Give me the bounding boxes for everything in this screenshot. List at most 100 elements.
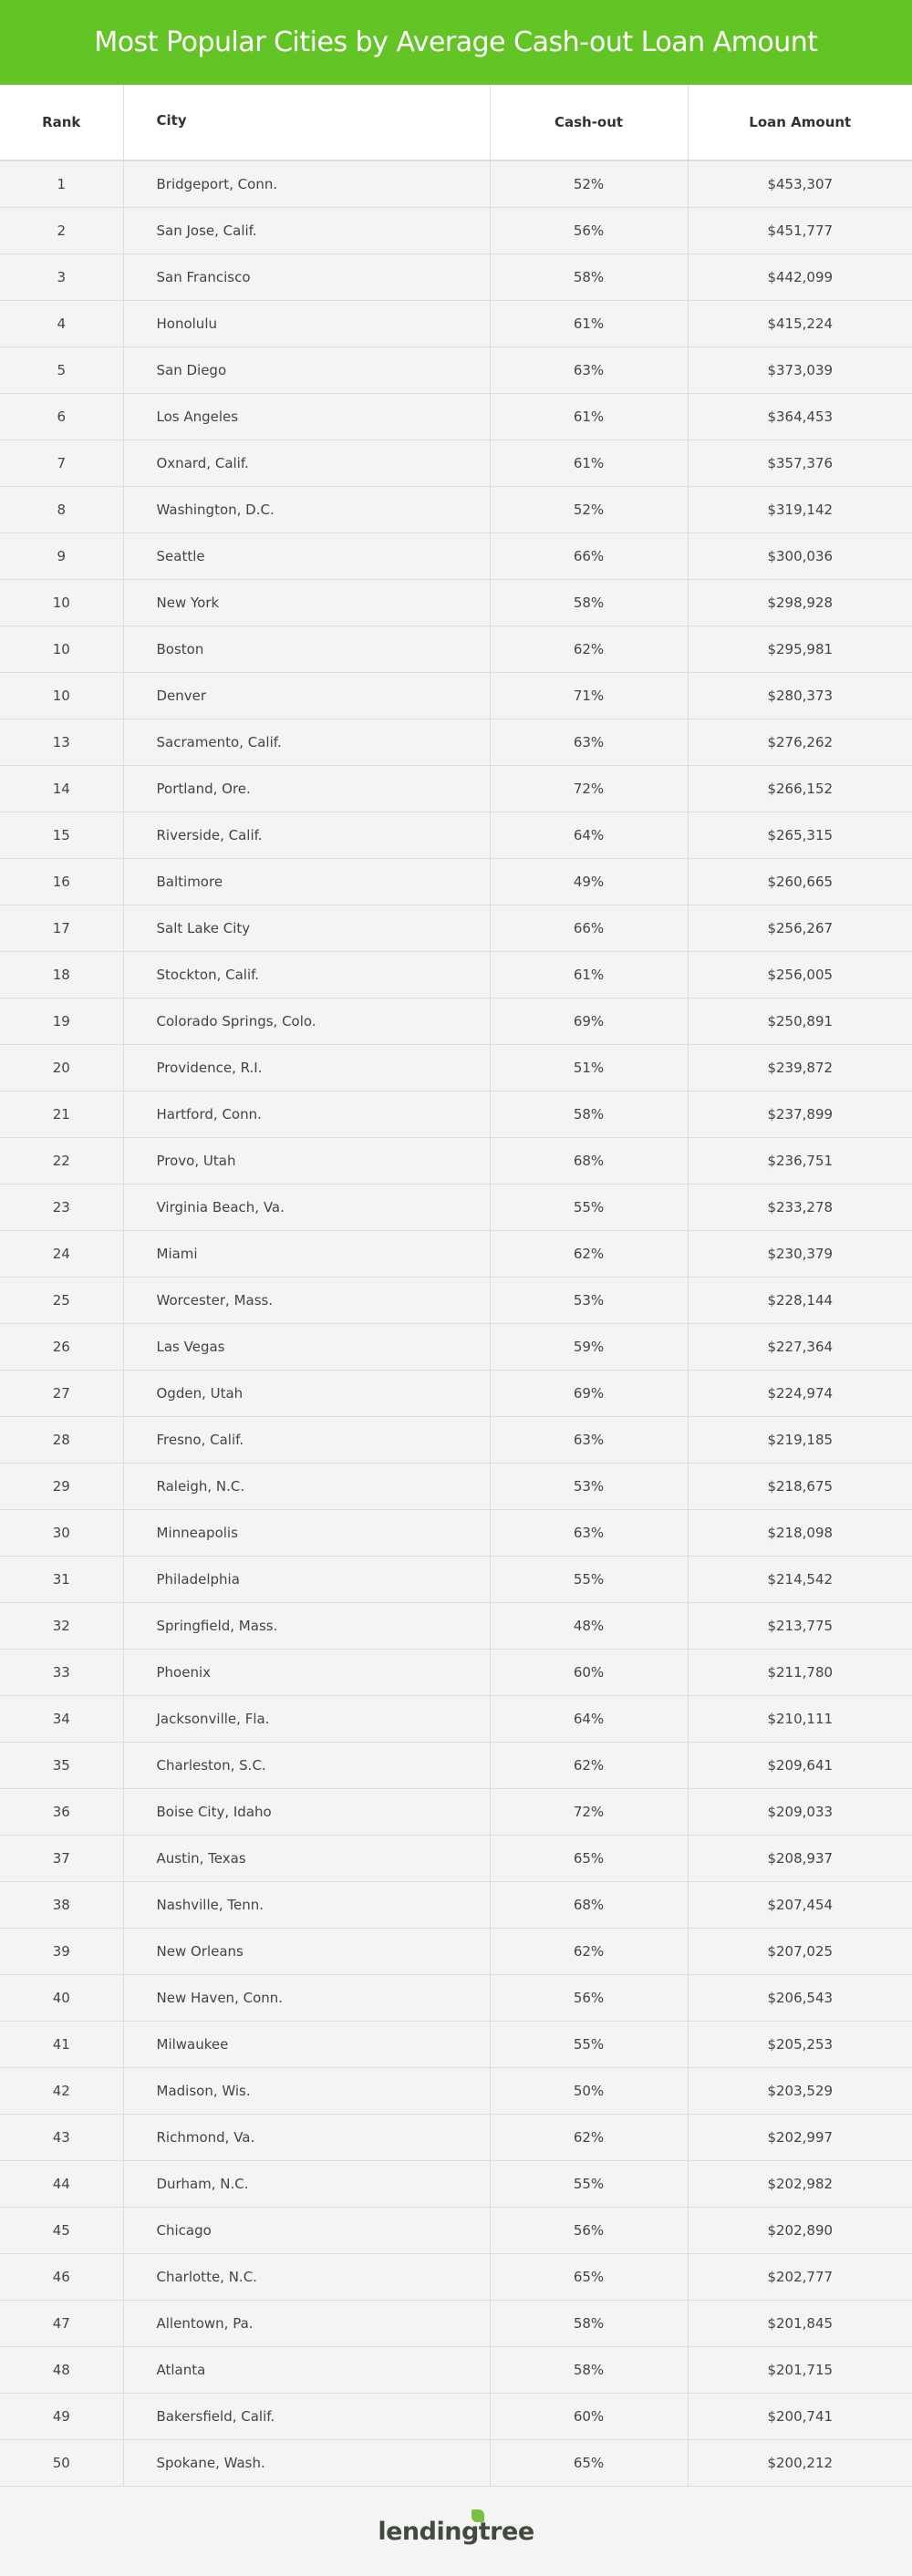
cell-loan-amount: $250,891 bbox=[688, 998, 912, 1045]
cell-rank: 4 bbox=[0, 300, 124, 347]
cell-rank: 49 bbox=[0, 2393, 124, 2440]
cell-city: Jacksonville, Fla. bbox=[123, 1695, 491, 1743]
title-banner: Most Popular Cities by Average Cash-out … bbox=[0, 0, 912, 85]
table-row: 14 Portland, Ore. 72% $266,152 bbox=[0, 765, 912, 812]
cell-loan-amount: $207,025 bbox=[688, 1928, 912, 1975]
table-row: 50 Spokane, Wash. 65% $200,212 bbox=[0, 2439, 912, 2487]
table-row: 1 Bridgeport, Conn. 52% $453,307 bbox=[0, 160, 912, 208]
table-row: 28 Fresno, Calif. 63% $219,185 bbox=[0, 1416, 912, 1464]
cell-rank: 6 bbox=[0, 393, 124, 440]
cell-cash-out: 64% bbox=[490, 1695, 689, 1743]
cell-city: Portland, Ore. bbox=[123, 765, 491, 812]
table-row: 29 Raleigh, N.C. 53% $218,675 bbox=[0, 1463, 912, 1510]
cell-city: Allentown, Pa. bbox=[123, 2300, 491, 2347]
cell-loan-amount: $227,364 bbox=[688, 1323, 912, 1371]
table-row: 45 Chicago 56% $202,890 bbox=[0, 2207, 912, 2254]
cell-cash-out: 58% bbox=[490, 579, 689, 626]
cell-rank: 50 bbox=[0, 2439, 124, 2487]
cell-city: Baltimore bbox=[123, 858, 491, 905]
cell-loan-amount: $415,224 bbox=[688, 300, 912, 347]
cell-rank: 34 bbox=[0, 1695, 124, 1743]
cell-loan-amount: $208,937 bbox=[688, 1835, 912, 1882]
cell-loan-amount: $266,152 bbox=[688, 765, 912, 812]
cell-rank: 25 bbox=[0, 1277, 124, 1324]
table-row: 40 New Haven, Conn. 56% $206,543 bbox=[0, 1974, 912, 2022]
cell-rank: 10 bbox=[0, 672, 124, 719]
cell-loan-amount: $276,262 bbox=[688, 719, 912, 766]
table-row: 9 Seattle 66% $300,036 bbox=[0, 533, 912, 580]
cell-loan-amount: $233,278 bbox=[688, 1184, 912, 1231]
cell-loan-amount: $219,185 bbox=[688, 1416, 912, 1464]
cell-cash-out: 56% bbox=[490, 1974, 689, 2022]
cell-city: Austin, Texas bbox=[123, 1835, 491, 1882]
cell-city: Salt Lake City bbox=[123, 905, 491, 952]
cell-city: Boise City, Idaho bbox=[123, 1788, 491, 1836]
cell-cash-out: 50% bbox=[490, 2067, 689, 2115]
table-row: 44 Durham, N.C. 55% $202,982 bbox=[0, 2160, 912, 2208]
cell-city: Springfield, Mass. bbox=[123, 1602, 491, 1650]
table-row: 30 Minneapolis 63% $218,098 bbox=[0, 1509, 912, 1557]
cell-loan-amount: $203,529 bbox=[688, 2067, 912, 2115]
cell-loan-amount: $237,899 bbox=[688, 1091, 912, 1138]
table-row: 10 New York 58% $298,928 bbox=[0, 579, 912, 626]
cell-cash-out: 72% bbox=[490, 1788, 689, 1836]
cell-cash-out: 65% bbox=[490, 2439, 689, 2487]
cell-cash-out: 63% bbox=[490, 1509, 689, 1557]
cell-cash-out: 53% bbox=[490, 1277, 689, 1324]
cell-cash-out: 63% bbox=[490, 347, 689, 394]
cell-cash-out: 69% bbox=[490, 998, 689, 1045]
cell-rank: 47 bbox=[0, 2300, 124, 2347]
cell-city: New Orleans bbox=[123, 1928, 491, 1975]
cell-rank: 38 bbox=[0, 1881, 124, 1929]
cell-city: Seattle bbox=[123, 533, 491, 580]
cell-city: Boston bbox=[123, 626, 491, 673]
cell-cash-out: 58% bbox=[490, 1091, 689, 1138]
lendingtree-logo: lendingtree bbox=[378, 2509, 534, 2546]
cell-loan-amount: $442,099 bbox=[688, 253, 912, 301]
cell-city: New Haven, Conn. bbox=[123, 1974, 491, 2022]
table-row: 27 Ogden, Utah 69% $224,974 bbox=[0, 1370, 912, 1417]
cell-city: Colorado Springs, Colo. bbox=[123, 998, 491, 1045]
cell-city: Charleston, S.C. bbox=[123, 1742, 491, 1789]
cell-loan-amount: $228,144 bbox=[688, 1277, 912, 1324]
cell-loan-amount: $373,039 bbox=[688, 347, 912, 394]
cell-city: New York bbox=[123, 579, 491, 626]
table-row: 17 Salt Lake City 66% $256,267 bbox=[0, 905, 912, 952]
table-row: 6 Los Angeles 61% $364,453 bbox=[0, 393, 912, 440]
cell-cash-out: 66% bbox=[490, 533, 689, 580]
cell-loan-amount: $206,543 bbox=[688, 1974, 912, 2022]
cell-rank: 8 bbox=[0, 486, 124, 533]
table-row: 47 Allentown, Pa. 58% $201,845 bbox=[0, 2300, 912, 2347]
cell-rank: 21 bbox=[0, 1091, 124, 1138]
cell-loan-amount: $364,453 bbox=[688, 393, 912, 440]
cell-city: Oxnard, Calif. bbox=[123, 440, 491, 487]
cell-city: Philadelphia bbox=[123, 1556, 491, 1603]
cell-city: Provo, Utah bbox=[123, 1137, 491, 1185]
cell-loan-amount: $319,142 bbox=[688, 486, 912, 533]
cell-cash-out: 49% bbox=[490, 858, 689, 905]
column-header-city: City bbox=[123, 85, 491, 161]
cell-loan-amount: $210,111 bbox=[688, 1695, 912, 1743]
cell-loan-amount: $201,845 bbox=[688, 2300, 912, 2347]
table-row: 15 Riverside, Calif. 64% $265,315 bbox=[0, 812, 912, 859]
cell-cash-out: 66% bbox=[490, 905, 689, 952]
cell-cash-out: 56% bbox=[490, 2207, 689, 2254]
cell-city: Spokane, Wash. bbox=[123, 2439, 491, 2487]
cell-city: Raleigh, N.C. bbox=[123, 1463, 491, 1510]
cell-cash-out: 61% bbox=[490, 300, 689, 347]
cell-cash-out: 69% bbox=[490, 1370, 689, 1417]
cell-loan-amount: $239,872 bbox=[688, 1044, 912, 1091]
table-row: 32 Springfield, Mass. 48% $213,775 bbox=[0, 1602, 912, 1650]
cell-city: Honolulu bbox=[123, 300, 491, 347]
cell-cash-out: 62% bbox=[490, 1928, 689, 1975]
table-row: 20 Providence, R.I. 51% $239,872 bbox=[0, 1044, 912, 1091]
cell-cash-out: 61% bbox=[490, 440, 689, 487]
table-row: 5 San Diego 63% $373,039 bbox=[0, 347, 912, 394]
cell-rank: 18 bbox=[0, 951, 124, 998]
cell-loan-amount: $205,253 bbox=[688, 2021, 912, 2068]
cell-rank: 15 bbox=[0, 812, 124, 859]
cell-cash-out: 62% bbox=[490, 1742, 689, 1789]
cell-rank: 24 bbox=[0, 1230, 124, 1278]
cell-rank: 13 bbox=[0, 719, 124, 766]
cell-city: Bridgeport, Conn. bbox=[123, 160, 491, 208]
